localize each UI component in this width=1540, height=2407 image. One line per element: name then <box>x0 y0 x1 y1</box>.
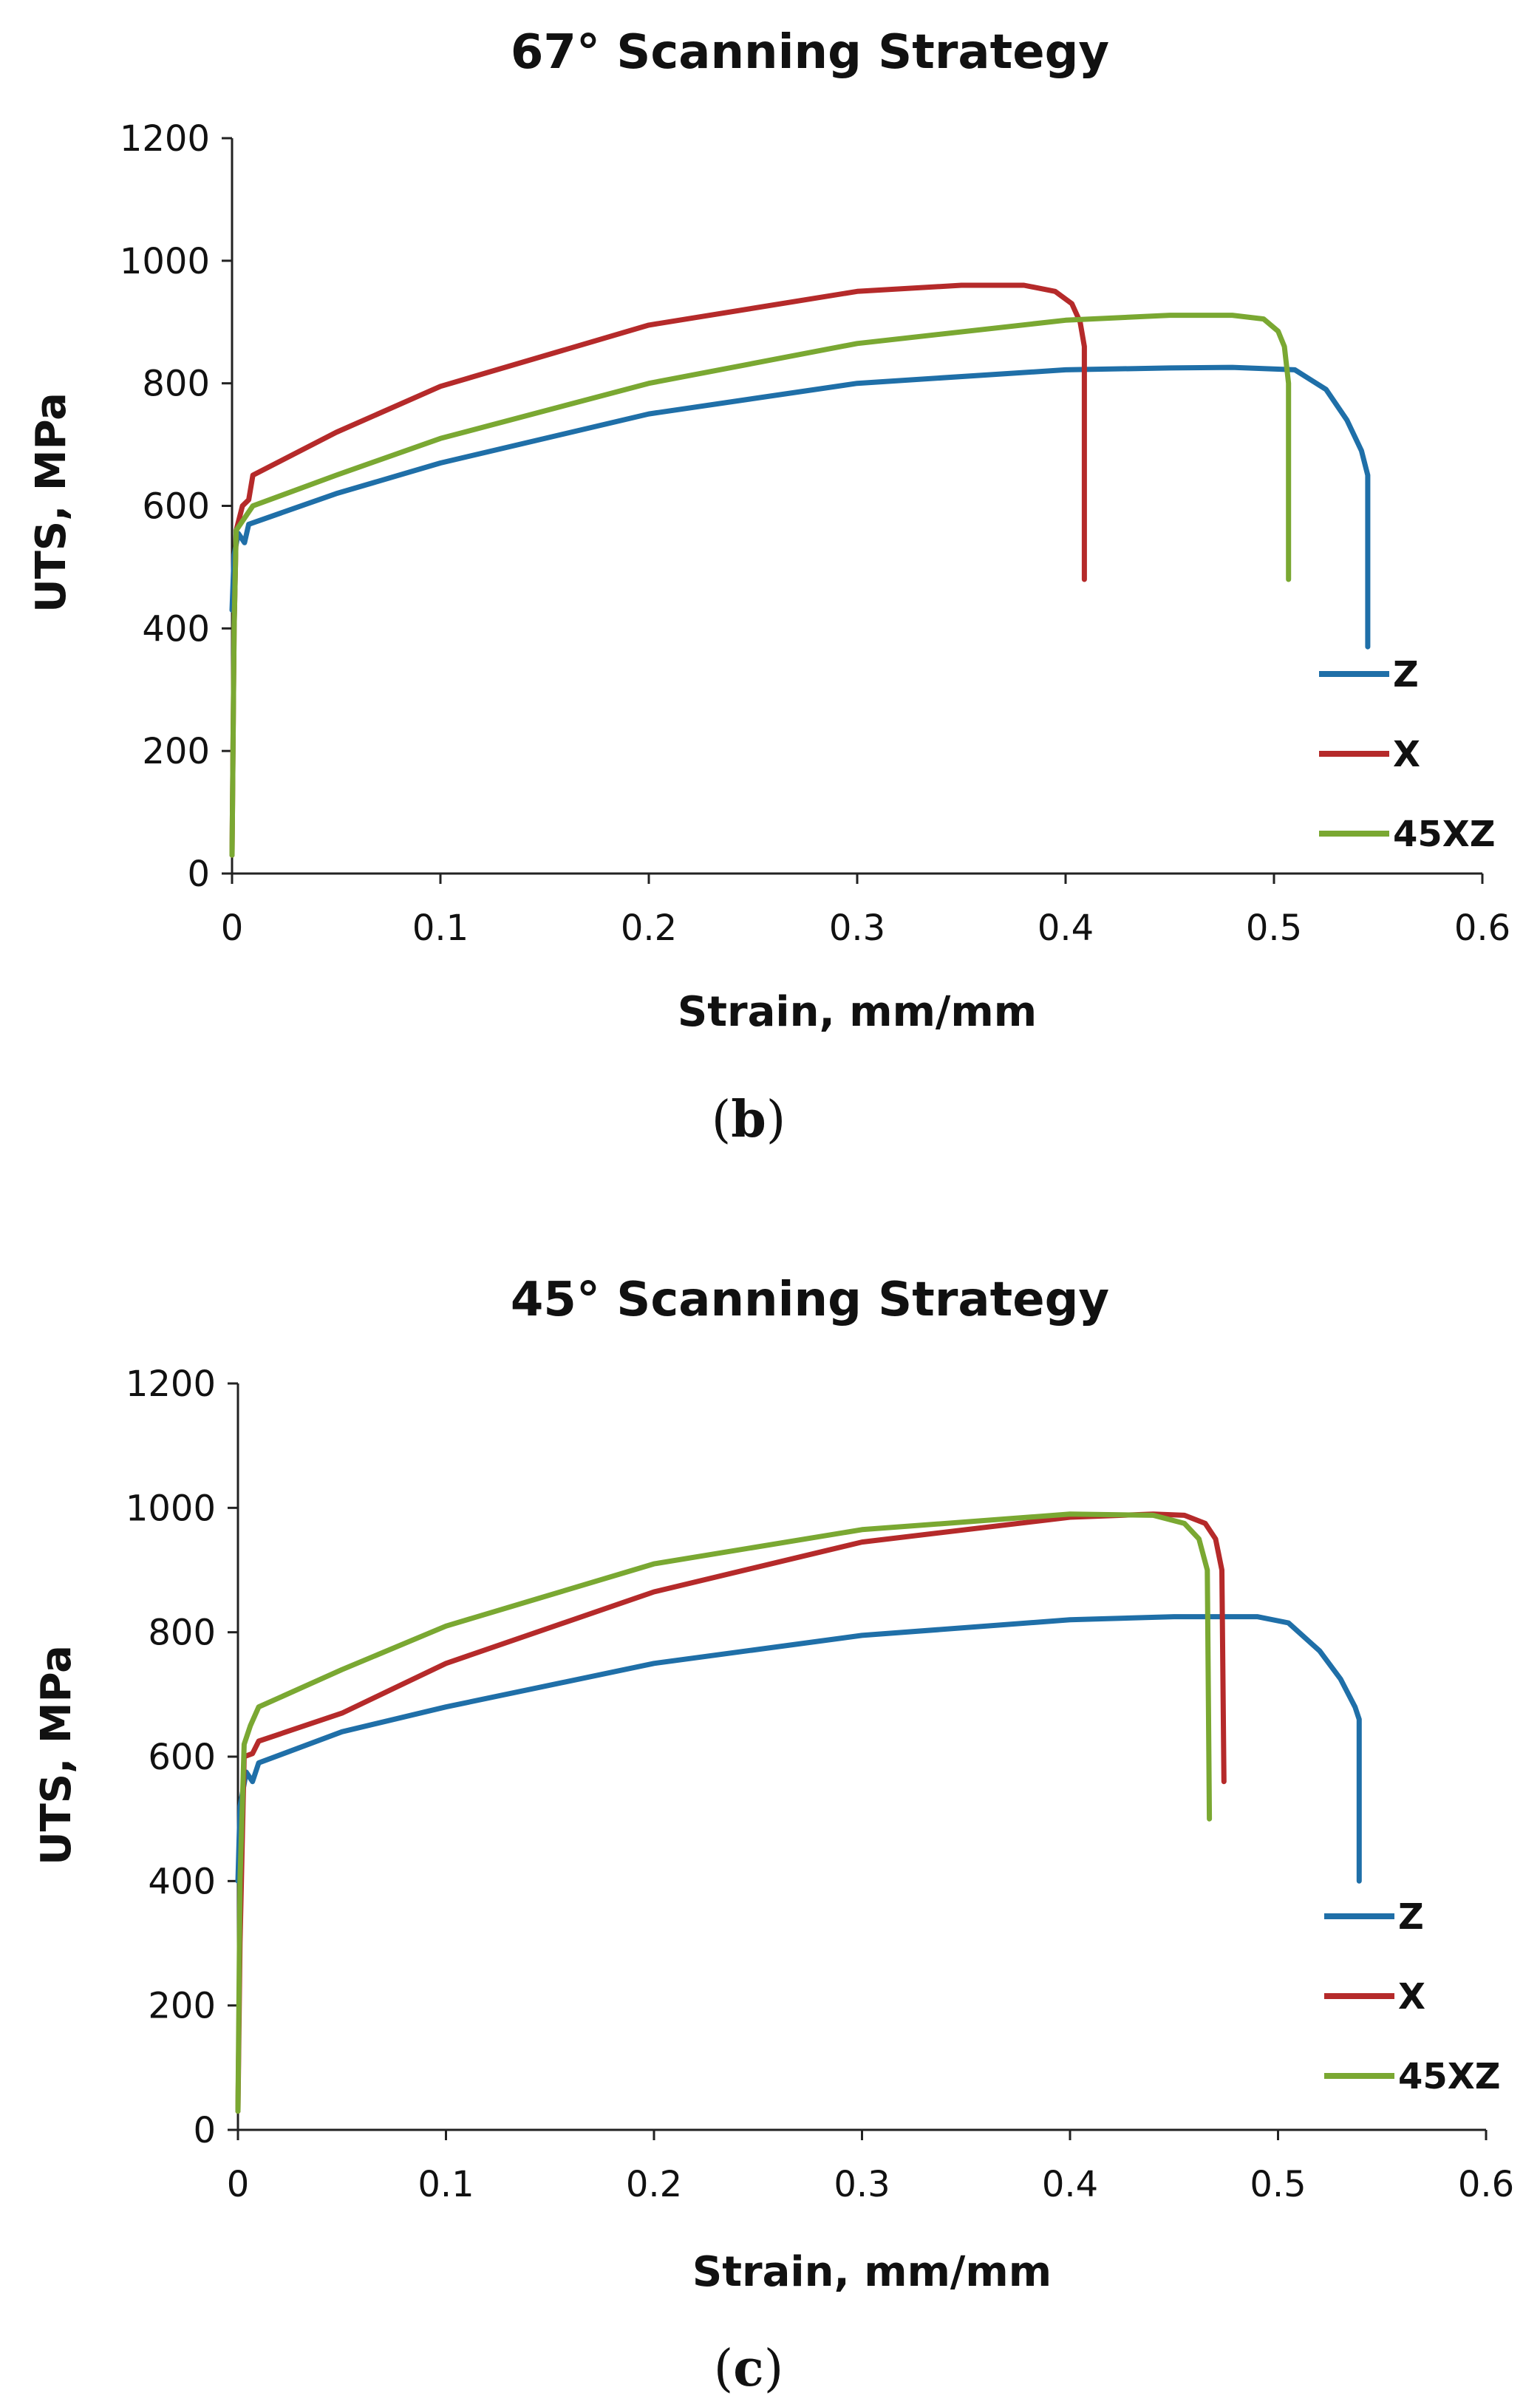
y-tick-label: 1000 <box>126 1488 216 1529</box>
x-tick-label: 0.6 <box>1454 908 1510 949</box>
x-tick-label: 0.3 <box>834 2164 890 2205</box>
x-tick-label: 0 <box>227 2164 250 2205</box>
chart-45-scanning-strategy: 45° Scanning Strategy UTS, MPa Strain, m… <box>33 1273 1514 2398</box>
x-tick-label: 0.4 <box>1038 908 1094 949</box>
x-tick-label: 0.5 <box>1246 908 1302 949</box>
x-tick-label: 0.1 <box>412 908 469 949</box>
x-tick-label: 0.3 <box>829 908 885 949</box>
y-tick-label: 0 <box>193 2110 216 2151</box>
y-axis-title: UTS, MPa <box>33 1645 81 1865</box>
legend-label-x: X <box>1398 1976 1425 2018</box>
x-axis-title: Strain, mm/mm <box>678 988 1037 1036</box>
legend-label-z: Z <box>1398 1896 1424 1938</box>
x-tick-label: 0.2 <box>626 2164 682 2205</box>
y-tick-label: 800 <box>142 364 210 405</box>
series-line-z <box>229 364 1371 650</box>
x-tick-label: 0.1 <box>418 2164 474 2205</box>
y-tick-label: 1200 <box>126 1363 216 1405</box>
series-line-x <box>235 1511 1227 2114</box>
y-tick-label: 200 <box>142 731 210 772</box>
chart-title: 67° Scanning Strategy <box>511 25 1109 80</box>
y-tick-label: 400 <box>142 608 210 650</box>
y-tick-label: 1200 <box>120 118 210 160</box>
y-tick-label: 400 <box>148 1861 216 1902</box>
legend-label-z: Z <box>1393 654 1419 695</box>
x-tick-label: 0 <box>221 908 244 949</box>
panel-caption: (c) <box>714 2339 783 2398</box>
x-tick-label: 0.6 <box>1458 2164 1514 2205</box>
y-tick-label: 200 <box>148 1986 216 2027</box>
legend-label-45xz: 45XZ <box>1393 814 1496 855</box>
legend-label-45xz: 45XZ <box>1398 2056 1501 2097</box>
legend-label-x: X <box>1393 734 1420 775</box>
series-line-x <box>229 282 1087 858</box>
y-tick-label: 1000 <box>120 241 210 282</box>
chart-67-scanning-strategy: 67° Scanning Strategy UTS, MPa Strain, m… <box>27 25 1510 1149</box>
y-tick-label: 0 <box>187 854 210 895</box>
x-tick-label: 0.2 <box>621 908 677 949</box>
x-tick-label: 0.4 <box>1042 2164 1098 2205</box>
panel-caption: (b) <box>712 1090 786 1149</box>
x-axis-title: Strain, mm/mm <box>692 2248 1052 2296</box>
y-axis-title: UTS, MPa <box>27 392 75 613</box>
y-tick-label: 800 <box>148 1613 216 1654</box>
y-tick-label: 600 <box>148 1737 216 1778</box>
x-tick-label: 0.5 <box>1250 2164 1306 2205</box>
y-tick-label: 600 <box>142 486 210 528</box>
series-line-45xz <box>235 1511 1213 2114</box>
series-line-45xz <box>229 313 1292 858</box>
series-line-z <box>235 1614 1362 1884</box>
chart-title: 45° Scanning Strategy <box>511 1273 1109 1327</box>
